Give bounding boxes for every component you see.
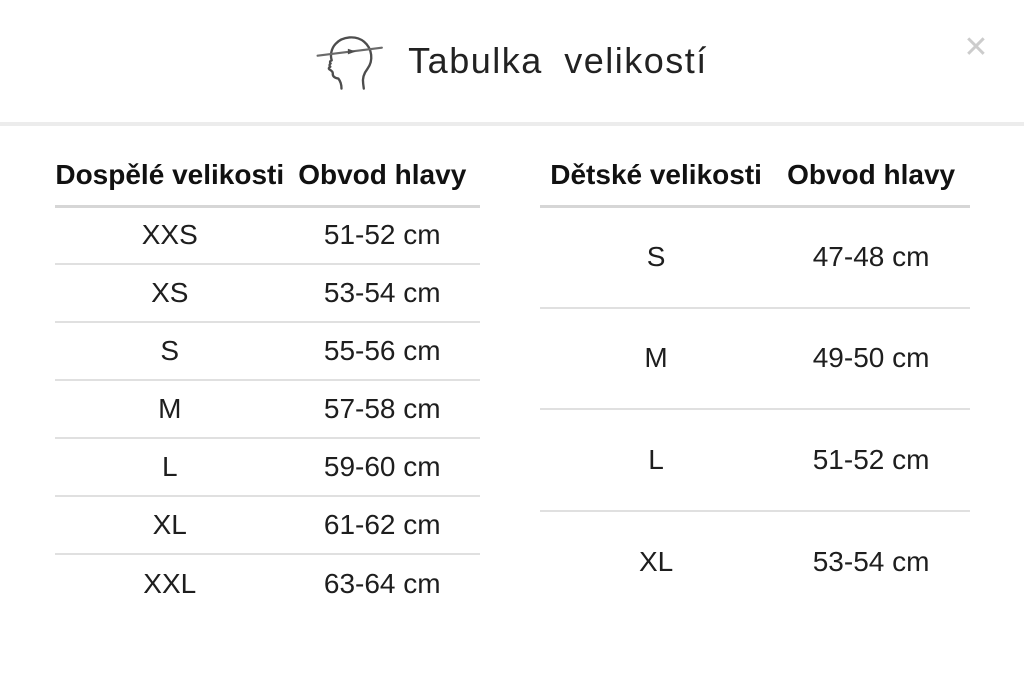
modal-header: Tabulka velikostí ✕ xyxy=(0,0,1024,126)
table-row: XXS 51-52 cm xyxy=(55,206,480,265)
table-header-row: Dospělé velikosti Obvod hlavy xyxy=(55,146,480,208)
size-cell: L xyxy=(55,438,285,497)
column-header: Obvod hlavy xyxy=(284,146,480,208)
column-header: Obvod hlavy xyxy=(772,146,970,208)
column-header: Dospělé velikosti xyxy=(55,146,285,208)
circumference-cell: 51-52 cm xyxy=(772,409,970,512)
table-row: S 47-48 cm xyxy=(540,206,970,309)
head-measure-icon xyxy=(316,27,384,95)
table-row: XL 61-62 cm xyxy=(55,496,480,555)
table-header-row: Dětské velikosti Obvod hlavy xyxy=(540,146,970,208)
circumference-cell: 53-54 cm xyxy=(812,545,930,577)
size-cell: XL xyxy=(638,545,674,577)
size-cell: XXS xyxy=(55,206,285,265)
circumference-cell: 57-58 cm xyxy=(284,380,480,439)
size-tables-area: Dospělé velikosti Obvod hlavy XXS 51-52 cm X… xyxy=(0,126,1024,612)
circumference-cell: 55-56 cm xyxy=(284,322,480,381)
children-sizes-table: Dětské velikosti Obvod hlavy S 47-48 cm M 49-… xyxy=(540,146,970,612)
column-header: Dětské velikosti xyxy=(540,146,773,208)
circumference-cell: 63-64 cm xyxy=(323,567,441,599)
size-cell: XL xyxy=(55,496,285,555)
table-row: L 51-52 cm xyxy=(540,409,970,512)
table-row: S 55-56 cm xyxy=(55,322,480,381)
circumference-cell: 47-48 cm xyxy=(772,206,970,309)
size-cell: S xyxy=(55,322,285,381)
size-cell: L xyxy=(540,409,773,512)
adult-sizes-table: Dospělé velikosti Obvod hlavy XXS 51-52 cm X… xyxy=(55,146,480,612)
table-row: M 57-58 cm xyxy=(55,380,480,439)
size-cell: M xyxy=(540,307,773,410)
close-button[interactable]: ✕ xyxy=(954,26,998,70)
table-row: L 59-60 cm xyxy=(55,438,480,497)
size-cell: XXL xyxy=(143,567,197,599)
modal-title-group: Tabulka velikostí xyxy=(316,27,708,95)
circumference-cell: 49-50 cm xyxy=(772,307,970,410)
size-cell: M xyxy=(55,380,285,439)
circumference-cell: 51-52 cm xyxy=(284,206,480,265)
circumference-cell: 53-54 cm xyxy=(284,264,480,323)
table-row: XXL 63-64 cm xyxy=(55,554,480,612)
modal-title: Tabulka velikostí xyxy=(408,40,708,81)
circumference-cell: 59-60 cm xyxy=(284,438,480,497)
table-row: XS 53-54 cm xyxy=(55,264,480,323)
table-row: XL 53-54 cm xyxy=(540,511,970,613)
circumference-cell: 61-62 cm xyxy=(284,496,480,555)
size-chart-modal: Tabulka velikostí ✕ Dospělé velikosti Obv… xyxy=(0,0,1024,612)
table-row: M 49-50 cm xyxy=(540,307,970,410)
size-cell: S xyxy=(540,206,773,309)
size-cell: XS xyxy=(55,264,285,323)
